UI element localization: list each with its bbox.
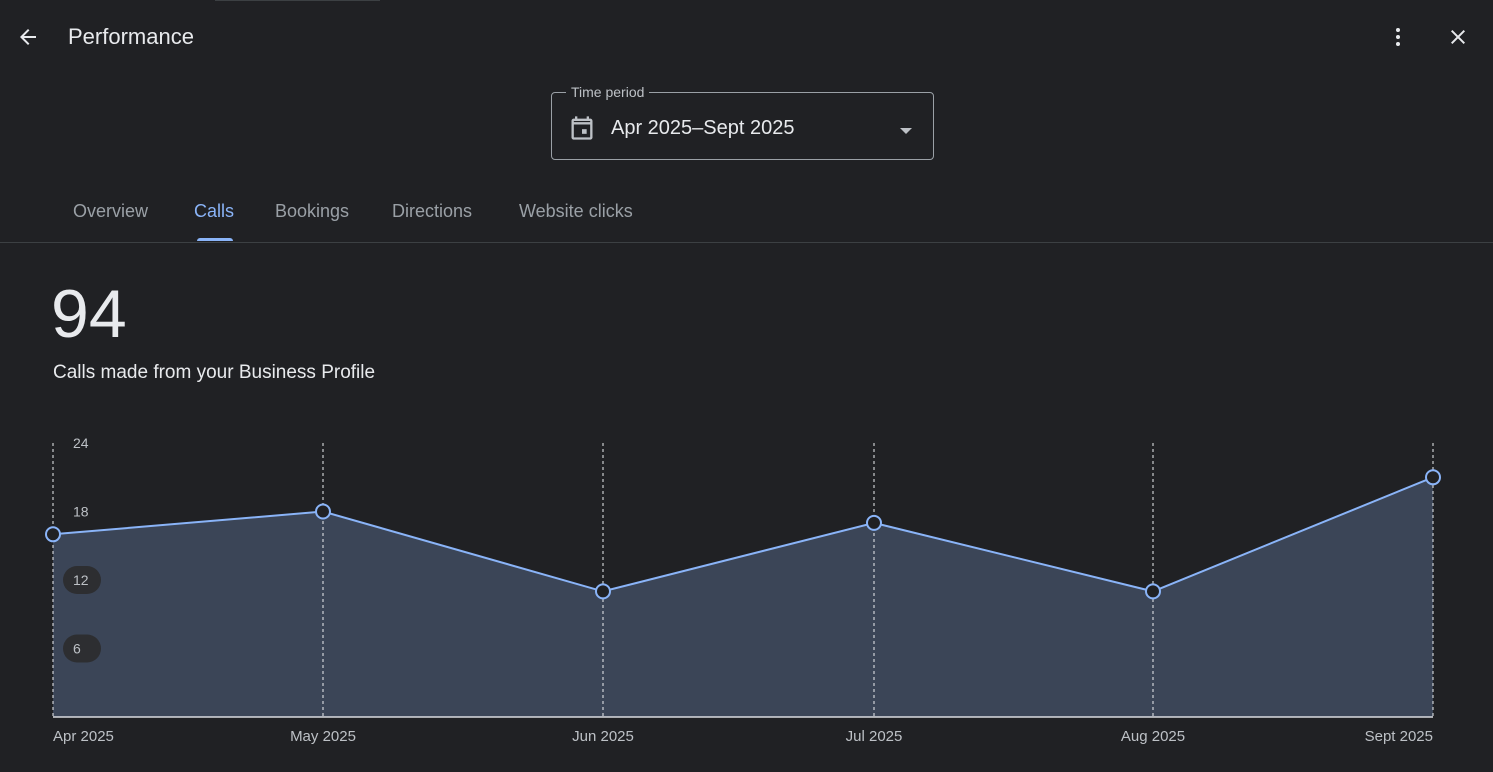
close-icon [1451, 30, 1465, 44]
calls-chart-svg: 6 12 18 24 Apr 2025 May 2025 Jun 2025 Jul 2025 A… [45, 435, 1441, 745]
x-tick-label-0: Apr 2025 [53, 728, 114, 745]
x-tick-label-2: Jun 2025 [572, 728, 634, 745]
data-point-5 [1425, 469, 1441, 486]
back-button[interactable] [8, 17, 48, 57]
time-period-value: Apr 2025–Sept 2025 [611, 117, 795, 139]
total-calls-value: 94 [51, 276, 127, 352]
data-point-2 [595, 583, 611, 600]
y-tick-label-3: 24 [73, 435, 89, 451]
dialog-header: Performance [0, 0, 1493, 74]
data-point-3 [866, 514, 882, 531]
y-tick-label-0: 6 [73, 641, 81, 657]
y-tick-label-2: 18 [73, 504, 89, 520]
close-button[interactable] [1438, 17, 1478, 57]
time-period-label: Time period [566, 83, 650, 101]
arrow-back-icon [20, 29, 36, 45]
active-tab-indicator [197, 238, 233, 241]
top-edge-line [215, 0, 380, 1]
data-point-1 [315, 503, 331, 520]
tab-overview[interactable]: Overview [73, 201, 149, 221]
tab-directions[interactable]: Directions [392, 201, 473, 221]
x-tick-label-3: Jul 2025 [846, 728, 903, 745]
tab-website-clicks[interactable]: Website clicks [519, 201, 633, 221]
tab-bookings[interactable]: Bookings [275, 201, 350, 221]
data-point-0 [45, 526, 61, 543]
tabs-divider [0, 242, 1493, 243]
calendar-icon [568, 114, 596, 147]
tab-calls[interactable]: Calls [194, 201, 235, 221]
y-tick-pill-0 [63, 634, 101, 663]
x-tick-label-5: Sept 2025 [1365, 728, 1433, 745]
calls-chart: 6 12 18 24 Apr 2025 May 2025 Jun 2025 Jul 2025 A… [0, 420, 1493, 772]
more-vert-icon [1396, 28, 1400, 46]
page-title: Performance [68, 24, 194, 49]
more-options-button[interactable] [1378, 17, 1418, 57]
x-tick-label-4: Aug 2025 [1121, 728, 1185, 745]
metric-label: Calls made from your Business Profile [53, 362, 376, 383]
series-area [53, 477, 1433, 717]
x-tick-label-1: May 2025 [290, 728, 356, 745]
time-period-select[interactable]: Time period Apr 2025–Sept 2025 [551, 83, 934, 160]
tab-bar: Overview Calls Bookings Directions Websi… [0, 180, 1493, 242]
y-tick-label-1: 12 [73, 572, 89, 588]
data-point-4 [1145, 583, 1161, 600]
series-line [52, 476, 1434, 593]
dropdown-arrow-icon [898, 123, 914, 141]
y-tick-pill-1 [63, 566, 101, 594]
